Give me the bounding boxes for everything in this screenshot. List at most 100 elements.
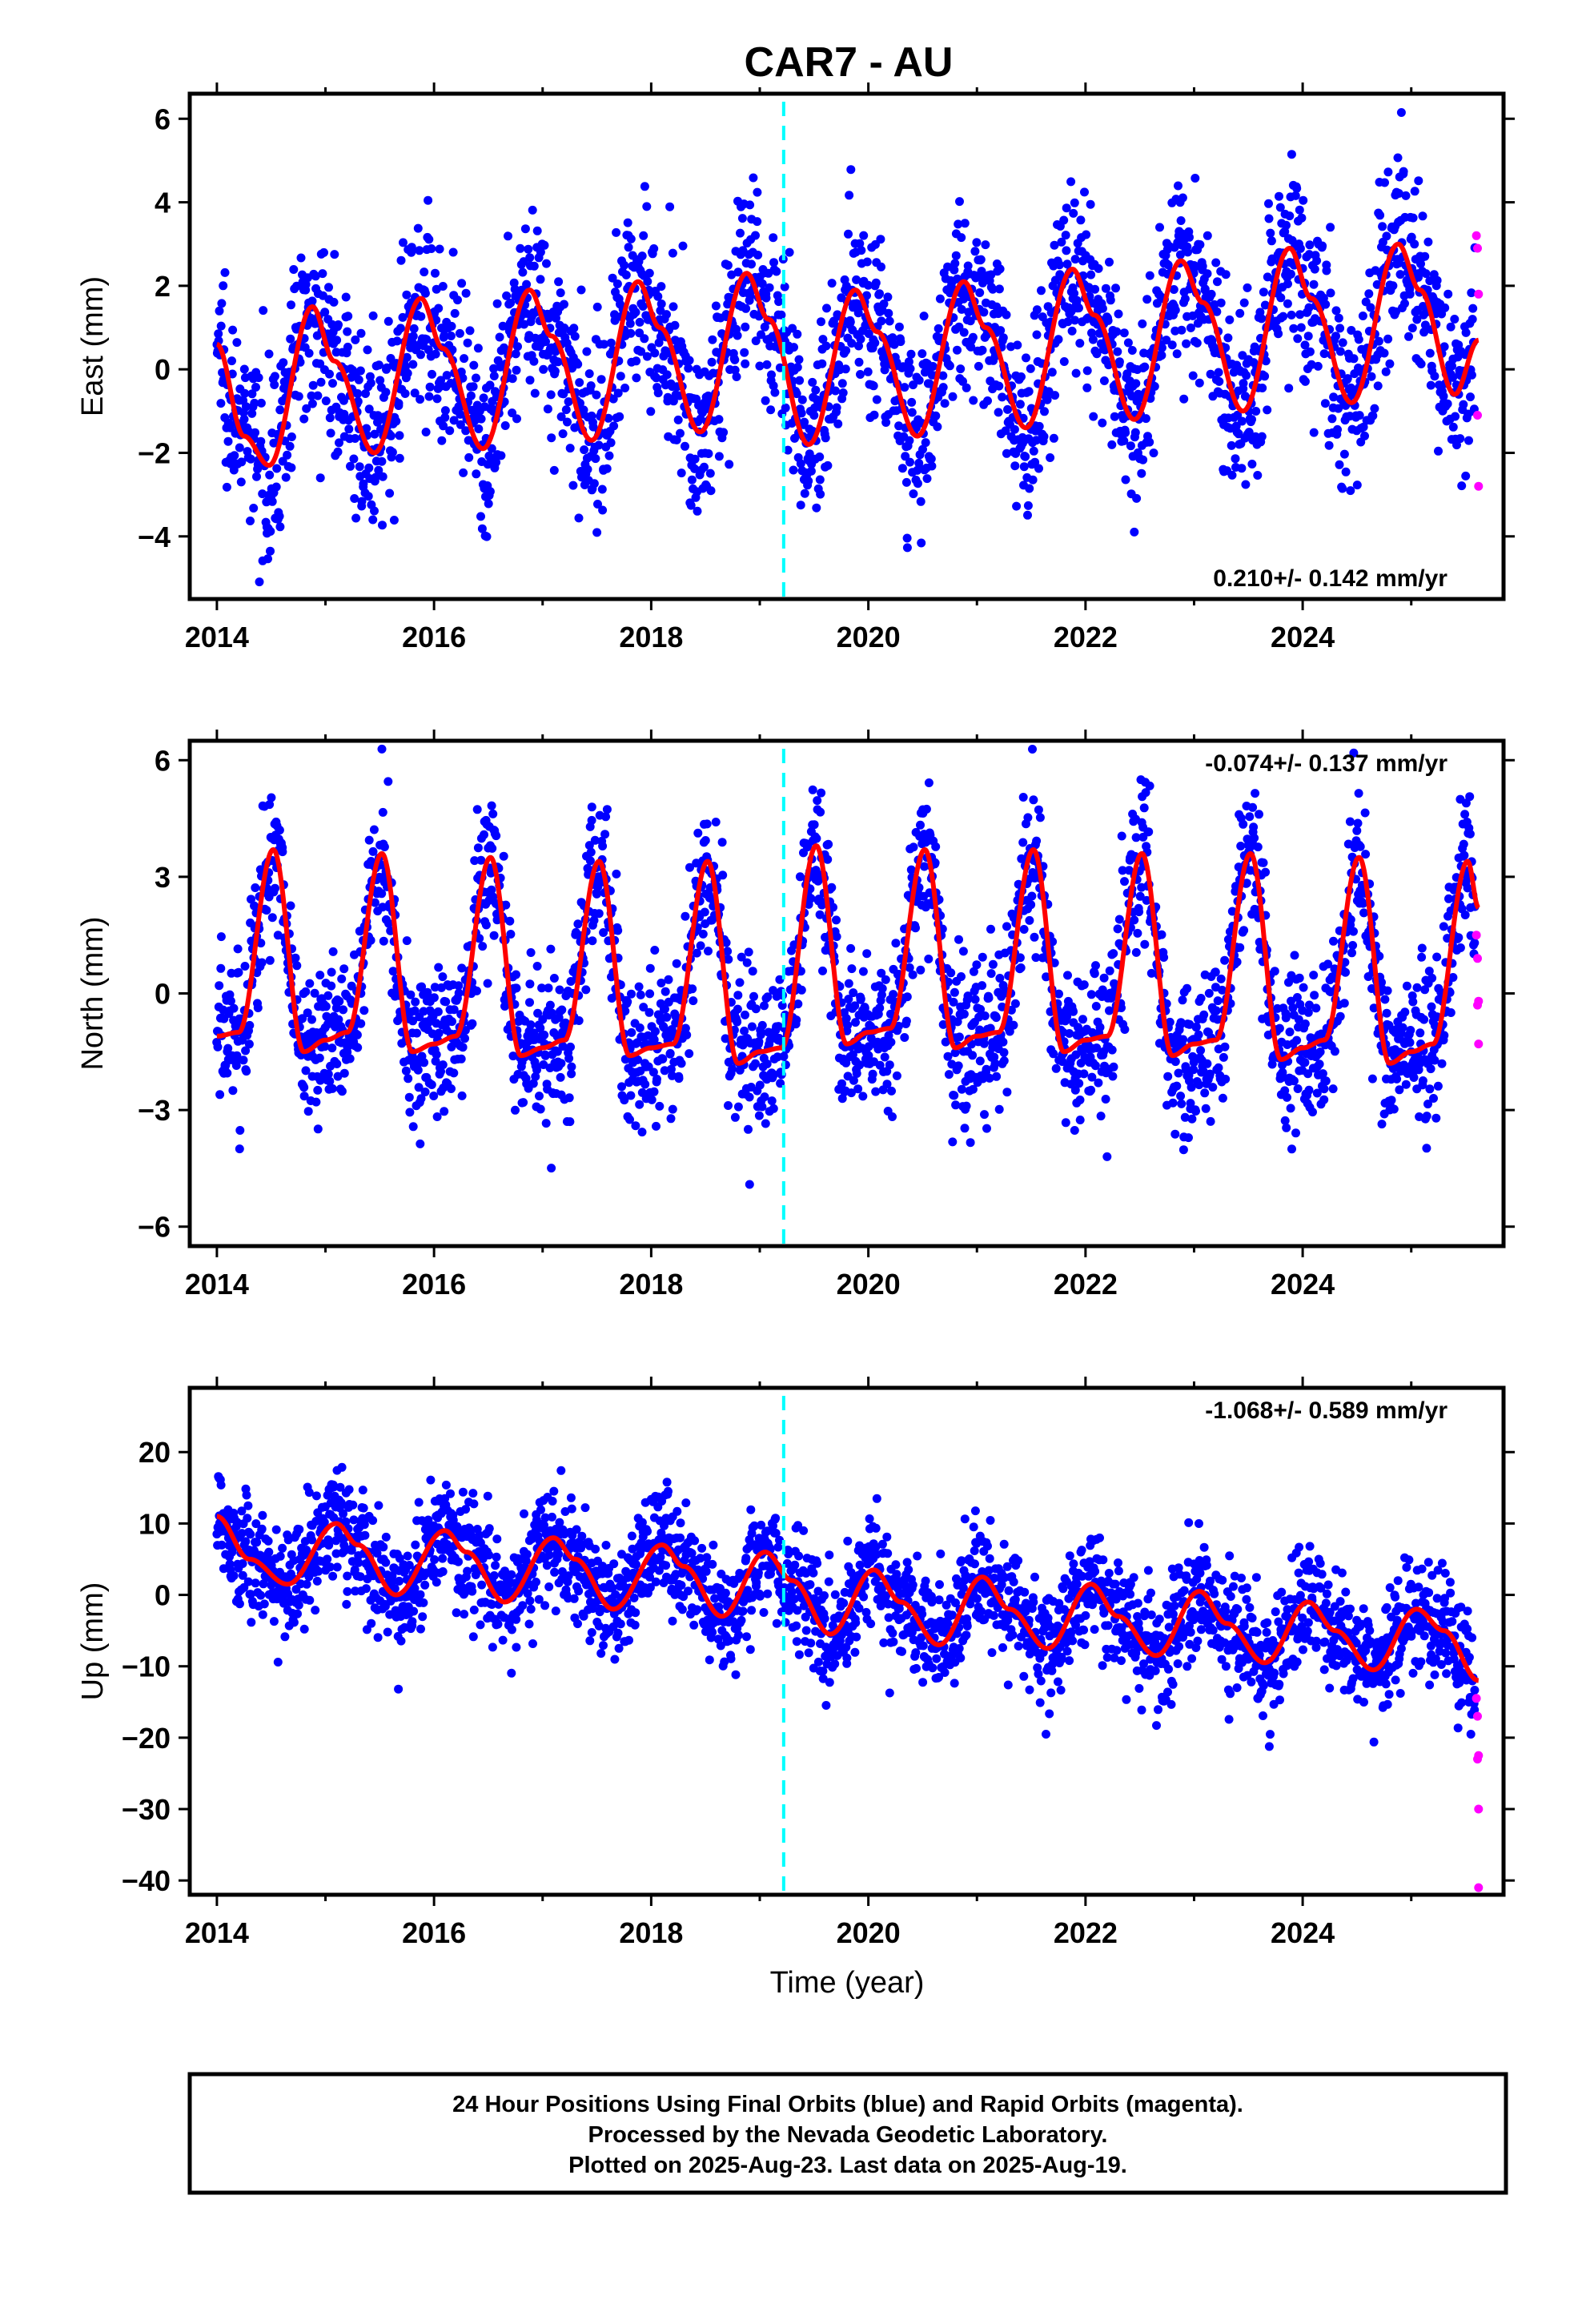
data-point — [745, 1180, 754, 1189]
data-point — [215, 981, 224, 991]
data-point — [525, 376, 535, 385]
data-point — [911, 923, 920, 933]
data-point — [999, 1047, 1009, 1057]
data-point — [640, 334, 649, 344]
data-point — [766, 405, 776, 415]
data-point — [1141, 788, 1150, 798]
data-point — [855, 239, 865, 248]
data-point — [540, 240, 549, 250]
data-point — [1062, 259, 1072, 269]
data-point — [1329, 392, 1339, 402]
data-point — [544, 983, 553, 993]
data-point — [502, 291, 512, 300]
data-point — [1195, 240, 1205, 249]
data-point — [841, 1014, 851, 1023]
data-point — [366, 935, 375, 945]
data-point — [621, 270, 631, 279]
data-point — [1221, 1075, 1231, 1084]
data-point — [1297, 213, 1307, 223]
data-point — [909, 842, 918, 852]
data-point — [762, 1059, 772, 1068]
data-point — [303, 1008, 312, 1018]
data-point — [1283, 299, 1292, 308]
data-point — [1124, 866, 1134, 875]
data-point — [1324, 440, 1334, 450]
data-point — [1239, 819, 1248, 829]
data-point — [1114, 915, 1124, 924]
data-point — [323, 991, 333, 1000]
data-point — [1096, 1112, 1106, 1121]
data-point — [1287, 310, 1296, 320]
data-point — [244, 1039, 254, 1049]
data-point — [543, 404, 552, 414]
data-point — [584, 369, 594, 379]
data-point — [456, 1054, 466, 1063]
data-point — [1066, 177, 1076, 187]
model-curve — [215, 241, 1480, 468]
data-point — [542, 259, 551, 268]
data-point — [1359, 422, 1368, 432]
data-point — [298, 1014, 307, 1023]
data-point — [812, 834, 821, 843]
data-point — [1069, 208, 1078, 218]
data-point — [795, 872, 805, 882]
data-point — [1305, 240, 1315, 250]
data-point — [364, 463, 374, 472]
data-point — [1099, 973, 1109, 983]
data-point — [620, 384, 630, 392]
data-point — [1023, 501, 1033, 510]
data-point — [259, 306, 268, 316]
data-point — [1114, 357, 1124, 367]
data-point — [447, 1084, 456, 1093]
data-point — [1118, 866, 1127, 875]
data-point — [640, 1080, 650, 1089]
data-point — [864, 1051, 873, 1060]
data-point — [704, 947, 713, 956]
data-point — [1042, 395, 1052, 404]
data-point — [378, 521, 387, 530]
data-point — [511, 1105, 520, 1115]
data-point — [626, 234, 636, 243]
data-point — [1284, 384, 1294, 393]
data-point — [652, 1121, 661, 1131]
data-point — [817, 788, 826, 798]
data-point — [1219, 1052, 1228, 1062]
data-point — [235, 1144, 244, 1154]
data-point — [1022, 353, 1030, 363]
data-point — [599, 928, 608, 937]
data-point — [489, 372, 499, 380]
data-point — [959, 1009, 969, 1019]
data-point — [935, 294, 945, 304]
data-point — [1049, 433, 1058, 443]
data-point — [231, 1061, 241, 1070]
data-point — [635, 328, 644, 338]
data-point — [214, 329, 223, 339]
data-point — [1026, 364, 1035, 373]
data-point — [969, 967, 978, 976]
data-point — [727, 270, 737, 279]
data-point — [881, 975, 890, 984]
data-point — [797, 985, 806, 995]
data-point — [540, 1051, 550, 1060]
data-point — [1412, 315, 1422, 324]
data-point — [556, 288, 565, 298]
data-point — [352, 1030, 362, 1039]
data-point — [831, 386, 840, 396]
data-point — [1089, 412, 1098, 421]
data-point — [416, 1094, 426, 1104]
data-point — [813, 796, 822, 806]
data-point — [1138, 455, 1148, 464]
data-point — [1025, 915, 1034, 925]
data-point — [996, 326, 1006, 336]
data-point — [1310, 991, 1319, 1000]
data-point — [966, 1138, 975, 1148]
data-point — [391, 416, 401, 426]
data-point — [635, 1100, 644, 1109]
data-point — [631, 308, 640, 317]
data-point — [672, 435, 681, 444]
data-point — [972, 960, 982, 970]
data-point — [359, 1006, 369, 1015]
data-point — [256, 939, 266, 948]
data-point — [519, 1098, 528, 1108]
data-point — [438, 972, 448, 982]
